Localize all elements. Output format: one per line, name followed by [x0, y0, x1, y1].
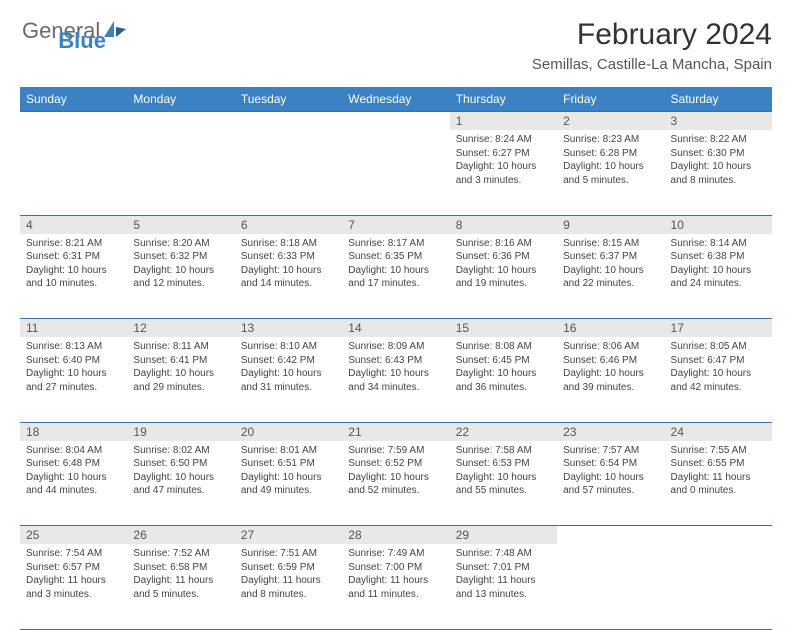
day-info-cell: Sunrise: 8:04 AMSunset: 6:48 PMDaylight:… — [20, 441, 127, 526]
day-number-cell: 27 — [235, 526, 342, 545]
day-number-cell: 15 — [450, 319, 557, 338]
day-number-cell: 28 — [342, 526, 449, 545]
day-number-cell: 29 — [450, 526, 557, 545]
week-info-row: Sunrise: 8:21 AMSunset: 6:31 PMDaylight:… — [20, 234, 772, 319]
day-number-cell: 13 — [235, 319, 342, 338]
day-info-cell: Sunrise: 7:52 AMSunset: 6:58 PMDaylight:… — [127, 544, 234, 629]
day-number-cell: 9 — [557, 215, 664, 234]
day-number-cell: 6 — [235, 215, 342, 234]
day-number-cell — [127, 112, 234, 131]
dow-sunday: Sunday — [20, 87, 127, 112]
day-number-cell: 8 — [450, 215, 557, 234]
day-info-cell: Sunrise: 8:24 AMSunset: 6:27 PMDaylight:… — [450, 130, 557, 215]
day-info-cell: Sunrise: 7:59 AMSunset: 6:52 PMDaylight:… — [342, 441, 449, 526]
dow-row: Sunday Monday Tuesday Wednesday Thursday… — [20, 87, 772, 112]
title-block: February 2024 Semillas, Castille-La Manc… — [532, 18, 772, 73]
week-info-row: Sunrise: 8:24 AMSunset: 6:27 PMDaylight:… — [20, 130, 772, 215]
week-daynum-row: 18192021222324 — [20, 422, 772, 441]
month-title: February 2024 — [532, 18, 772, 52]
location-text: Semillas, Castille-La Mancha, Spain — [532, 56, 772, 73]
dow-wednesday: Wednesday — [342, 87, 449, 112]
day-info-cell — [235, 130, 342, 215]
day-info-cell: Sunrise: 8:08 AMSunset: 6:45 PMDaylight:… — [450, 337, 557, 422]
calendar-table: Sunday Monday Tuesday Wednesday Thursday… — [20, 87, 772, 630]
day-info-cell: Sunrise: 7:51 AMSunset: 6:59 PMDaylight:… — [235, 544, 342, 629]
day-number-cell — [235, 112, 342, 131]
week-daynum-row: 45678910 — [20, 215, 772, 234]
day-number-cell — [20, 112, 127, 131]
day-number-cell: 19 — [127, 422, 234, 441]
day-info-cell: Sunrise: 8:22 AMSunset: 6:30 PMDaylight:… — [665, 130, 772, 215]
week-info-row: Sunrise: 8:04 AMSunset: 6:48 PMDaylight:… — [20, 441, 772, 526]
day-number-cell: 17 — [665, 319, 772, 338]
day-info-cell: Sunrise: 8:13 AMSunset: 6:40 PMDaylight:… — [20, 337, 127, 422]
logo-text-blue: Blue — [58, 28, 106, 53]
week-daynum-row: 2526272829 — [20, 526, 772, 545]
day-info-cell: Sunrise: 8:05 AMSunset: 6:47 PMDaylight:… — [665, 337, 772, 422]
day-number-cell — [665, 526, 772, 545]
day-info-cell: Sunrise: 8:06 AMSunset: 6:46 PMDaylight:… — [557, 337, 664, 422]
day-info-cell: Sunrise: 8:02 AMSunset: 6:50 PMDaylight:… — [127, 441, 234, 526]
day-info-cell: Sunrise: 7:49 AMSunset: 7:00 PMDaylight:… — [342, 544, 449, 629]
day-info-cell: Sunrise: 7:55 AMSunset: 6:55 PMDaylight:… — [665, 441, 772, 526]
dow-friday: Friday — [557, 87, 664, 112]
logo: General Blue — [20, 18, 178, 44]
header: General Blue February 2024 Semillas, Cas… — [20, 18, 772, 73]
day-info-cell: Sunrise: 8:01 AMSunset: 6:51 PMDaylight:… — [235, 441, 342, 526]
dow-tuesday: Tuesday — [235, 87, 342, 112]
day-info-cell: Sunrise: 8:18 AMSunset: 6:33 PMDaylight:… — [235, 234, 342, 319]
day-info-cell: Sunrise: 7:57 AMSunset: 6:54 PMDaylight:… — [557, 441, 664, 526]
day-number-cell: 11 — [20, 319, 127, 338]
day-number-cell — [557, 526, 664, 545]
week-info-row: Sunrise: 7:54 AMSunset: 6:57 PMDaylight:… — [20, 544, 772, 629]
day-number-cell: 20 — [235, 422, 342, 441]
day-number-cell: 10 — [665, 215, 772, 234]
day-number-cell: 18 — [20, 422, 127, 441]
day-number-cell: 25 — [20, 526, 127, 545]
day-number-cell: 26 — [127, 526, 234, 545]
day-info-cell: Sunrise: 8:14 AMSunset: 6:38 PMDaylight:… — [665, 234, 772, 319]
day-info-cell — [342, 130, 449, 215]
day-number-cell: 2 — [557, 112, 664, 131]
logo-sail-icon — [102, 19, 128, 44]
day-info-cell: Sunrise: 8:21 AMSunset: 6:31 PMDaylight:… — [20, 234, 127, 319]
day-number-cell: 12 — [127, 319, 234, 338]
day-info-cell: Sunrise: 8:20 AMSunset: 6:32 PMDaylight:… — [127, 234, 234, 319]
day-number-cell: 22 — [450, 422, 557, 441]
day-number-cell: 5 — [127, 215, 234, 234]
day-number-cell: 14 — [342, 319, 449, 338]
day-info-cell: Sunrise: 7:58 AMSunset: 6:53 PMDaylight:… — [450, 441, 557, 526]
day-info-cell: Sunrise: 8:10 AMSunset: 6:42 PMDaylight:… — [235, 337, 342, 422]
day-info-cell: Sunrise: 8:09 AMSunset: 6:43 PMDaylight:… — [342, 337, 449, 422]
day-number-cell: 7 — [342, 215, 449, 234]
dow-monday: Monday — [127, 87, 234, 112]
day-number-cell: 24 — [665, 422, 772, 441]
dow-thursday: Thursday — [450, 87, 557, 112]
week-daynum-row: 123 — [20, 112, 772, 131]
day-number-cell: 3 — [665, 112, 772, 131]
day-info-cell: Sunrise: 8:17 AMSunset: 6:35 PMDaylight:… — [342, 234, 449, 319]
day-info-cell: Sunrise: 8:23 AMSunset: 6:28 PMDaylight:… — [557, 130, 664, 215]
week-daynum-row: 11121314151617 — [20, 319, 772, 338]
dow-saturday: Saturday — [665, 87, 772, 112]
day-number-cell: 4 — [20, 215, 127, 234]
day-info-cell — [557, 544, 664, 629]
day-info-cell: Sunrise: 8:11 AMSunset: 6:41 PMDaylight:… — [127, 337, 234, 422]
day-info-cell — [665, 544, 772, 629]
day-number-cell: 23 — [557, 422, 664, 441]
day-info-cell: Sunrise: 7:54 AMSunset: 6:57 PMDaylight:… — [20, 544, 127, 629]
day-number-cell: 16 — [557, 319, 664, 338]
day-number-cell: 1 — [450, 112, 557, 131]
day-info-cell: Sunrise: 8:15 AMSunset: 6:37 PMDaylight:… — [557, 234, 664, 319]
week-info-row: Sunrise: 8:13 AMSunset: 6:40 PMDaylight:… — [20, 337, 772, 422]
day-info-cell: Sunrise: 7:48 AMSunset: 7:01 PMDaylight:… — [450, 544, 557, 629]
day-number-cell — [342, 112, 449, 131]
day-info-cell — [127, 130, 234, 215]
day-info-cell — [20, 130, 127, 215]
day-number-cell: 21 — [342, 422, 449, 441]
day-info-cell: Sunrise: 8:16 AMSunset: 6:36 PMDaylight:… — [450, 234, 557, 319]
